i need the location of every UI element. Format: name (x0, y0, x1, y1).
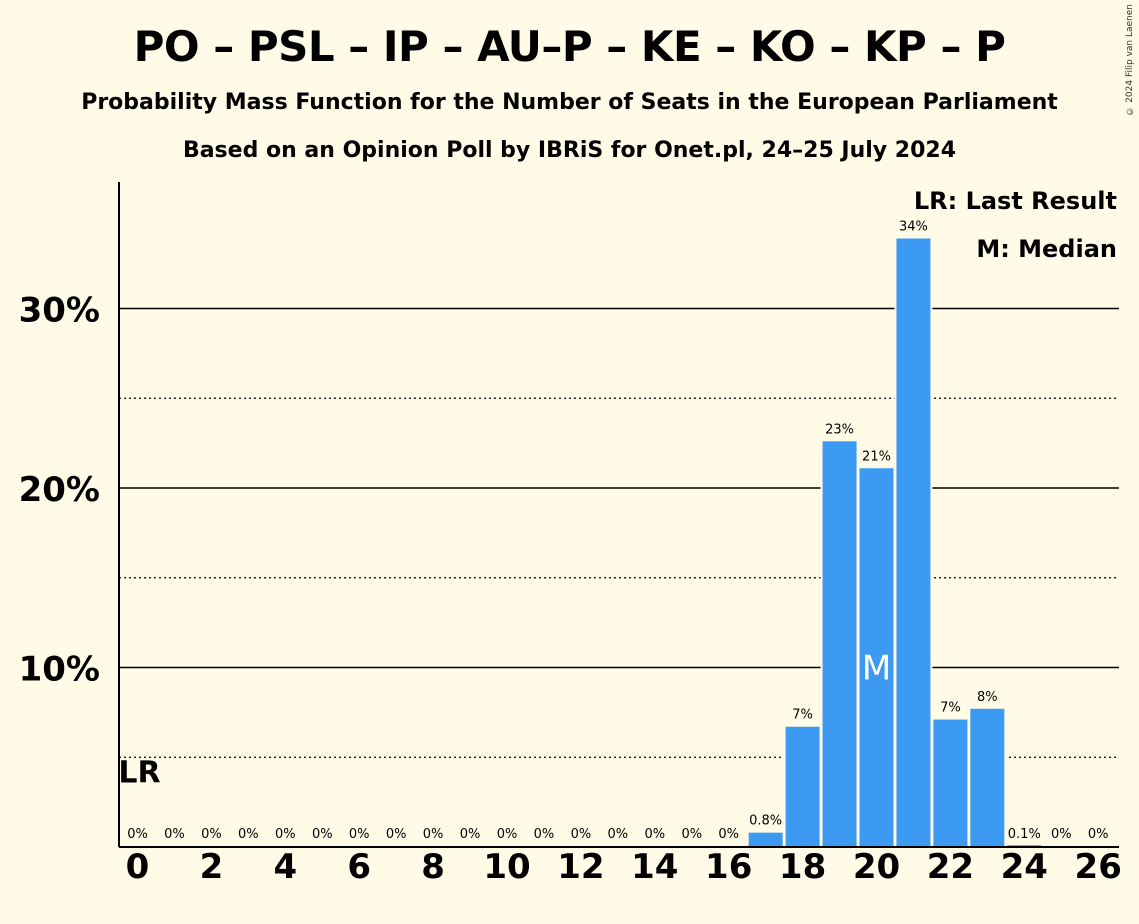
bar-value-label: 0.8% (749, 814, 782, 829)
bar-value-label: 0% (1051, 827, 1072, 842)
bar-value-label: 0% (349, 827, 370, 842)
axes (118, 182, 1119, 848)
chart-subtitle: Probability Mass Function for the Number… (81, 90, 1058, 115)
last-result-marker: LR (118, 755, 160, 790)
bar (785, 726, 820, 847)
x-tick-label: 0 (126, 847, 150, 887)
bar-value-label: 23% (825, 422, 854, 437)
x-tick-label: 6 (347, 847, 371, 887)
bar-value-label: 7% (940, 701, 961, 716)
y-tick-labels: 10% 20% 30% (19, 291, 100, 690)
bar (933, 719, 968, 847)
bar (859, 468, 894, 847)
bar-value-label: 0% (386, 827, 407, 842)
bar (970, 708, 1005, 847)
x-tick-label: 18 (779, 847, 826, 887)
bar-value-label: 0% (127, 827, 148, 842)
bar-value-label: 7% (792, 708, 813, 723)
y-tick-label: 10% (19, 650, 100, 690)
bar-value-label: 34% (899, 219, 928, 234)
bar-gap (1005, 843, 1044, 847)
bar (896, 238, 931, 847)
bar (748, 832, 783, 847)
bar-value-label: 0.1% (1008, 827, 1041, 842)
bar-value-label: 8% (977, 690, 998, 705)
bar-value-label: 0% (312, 827, 333, 842)
x-tick-label: 22 (927, 847, 974, 887)
markers: M LR (118, 649, 891, 791)
bar-value-label: 0% (1088, 827, 1109, 842)
bar-value-label: 0% (571, 827, 592, 842)
y-tick-label: 20% (19, 470, 100, 510)
median-marker: M (862, 649, 891, 689)
bar-value-label: 0% (718, 827, 739, 842)
bar-value-label: 0% (534, 827, 555, 842)
bar-value-label: 0% (238, 827, 259, 842)
x-tick-label: 20 (853, 847, 900, 887)
x-tick-label: 16 (705, 847, 752, 887)
x-tick-label: 2 (200, 847, 224, 887)
bar-value-label: 0% (164, 827, 185, 842)
x-tick-label: 8 (421, 847, 445, 887)
grid-lines (119, 307, 1119, 758)
bar-value-label: 0% (460, 827, 481, 842)
x-tick-label: 10 (483, 847, 530, 887)
bar-value-label: 21% (862, 449, 891, 464)
x-tick-labels: 0 2 4 6 8 10 12 14 16 18 20 22 24 26 (126, 847, 1122, 887)
bar-value-label: 0% (681, 827, 702, 842)
y-tick-label: 30% (19, 291, 100, 331)
bar-series (746, 236, 1044, 847)
x-tick-label: 14 (631, 847, 678, 887)
bar-value-label: 0% (275, 827, 296, 842)
bar (822, 441, 857, 847)
x-tick-label: 26 (1075, 847, 1122, 887)
x-tick-label: 12 (557, 847, 604, 887)
x-tick-label: 4 (273, 847, 297, 887)
bar-value-label: 0% (608, 827, 629, 842)
x-tick-label: 24 (1001, 847, 1048, 887)
bar-value-label: 0% (497, 827, 518, 842)
bar-value-labels: 0% 0% 0% 0% 0% 0% 0% 0% 0% 0% 0% 0% 0% 0% 0% 0% 0% 0.8% 7%… (127, 219, 1108, 842)
legend-median: M: Median (976, 235, 1117, 263)
bar-value-label: 0% (201, 827, 222, 842)
legend-last-result: LR: Last Result (914, 187, 1117, 215)
bar-value-label: 0% (423, 827, 444, 842)
bar-value-label: 0% (644, 827, 665, 842)
chart-title: PO – PSL – IP – AU–P – KE – KO – KP – P (133, 22, 1006, 71)
chart-subtitle-source: Based on an Opinion Poll by IBRiS for On… (182, 138, 957, 163)
